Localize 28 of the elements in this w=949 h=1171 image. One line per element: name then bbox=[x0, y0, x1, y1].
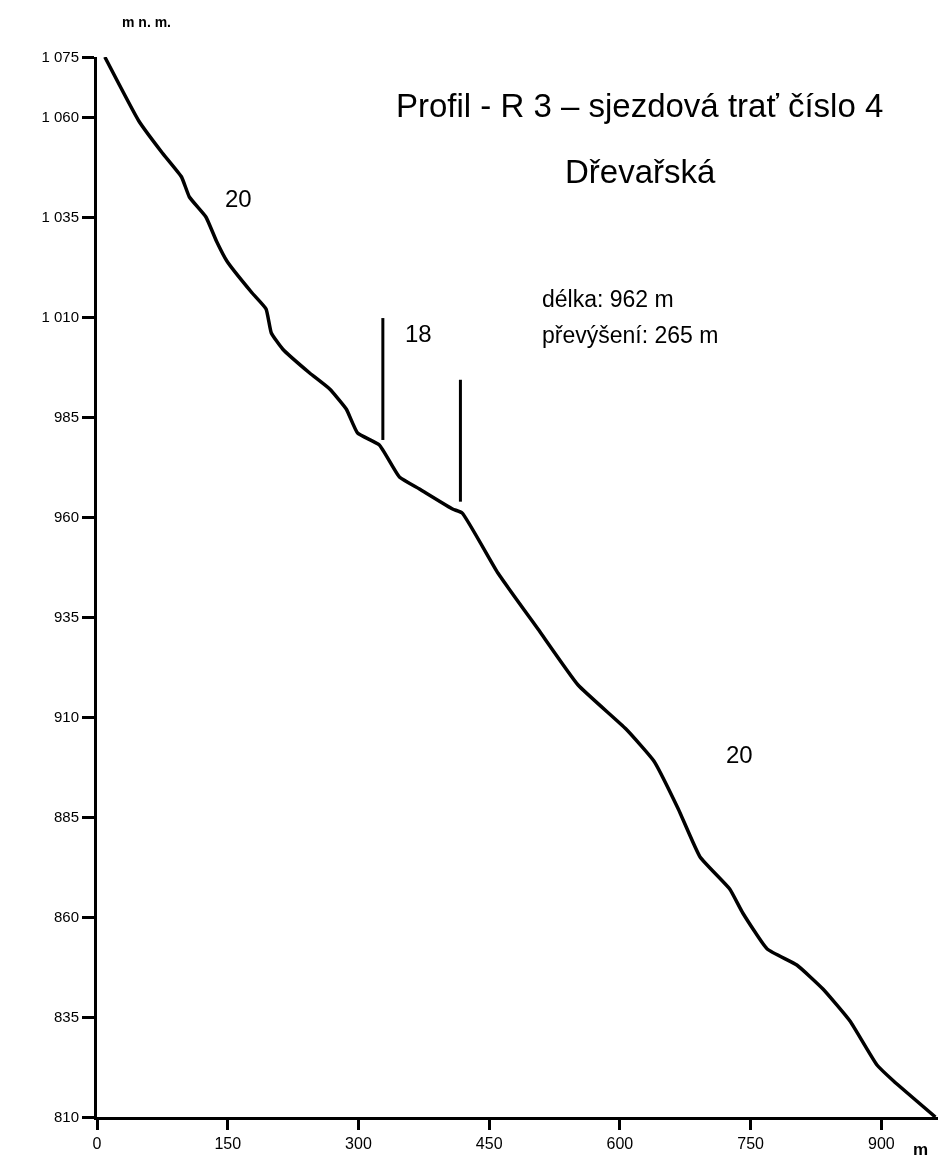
x-tick-label: 750 bbox=[737, 1135, 765, 1153]
y-tick-label: 835 bbox=[53, 1008, 79, 1026]
y-tick-label: 910 bbox=[53, 708, 79, 726]
x-tick-label: 300 bbox=[345, 1135, 372, 1153]
x-axis-title: m bbox=[913, 1140, 929, 1159]
y-tick-label: 1 060 bbox=[41, 108, 79, 126]
text: Dřevařská bbox=[565, 153, 717, 190]
x-tick-label: 600 bbox=[606, 1135, 634, 1153]
text: Profil - R 3 – sjezdová trať číslo 4 bbox=[395, 86, 884, 124]
x-tick-label: 150 bbox=[214, 1135, 242, 1153]
x-tick-label: 450 bbox=[475, 1135, 503, 1153]
y-tick-label: 985 bbox=[53, 408, 79, 426]
annotation: délka: 962 m bbox=[542, 286, 674, 312]
annotation: 20 bbox=[726, 741, 753, 768]
annotation: převýšení: 265 m bbox=[542, 322, 719, 348]
y-tick-label: 935 bbox=[53, 608, 79, 626]
y-tick-label: 1 010 bbox=[41, 308, 79, 326]
y-tick-label: 885 bbox=[53, 808, 79, 826]
x-tick-label: 0 bbox=[92, 1135, 102, 1153]
y-tick-label: 1 075 bbox=[41, 48, 79, 66]
annotation: 18 bbox=[405, 320, 432, 347]
annotation: 20 bbox=[225, 185, 252, 212]
y-tick-label: 1 035 bbox=[41, 208, 79, 226]
x-tick-label: 900 bbox=[868, 1135, 895, 1153]
y-axis-title: m n. m. bbox=[122, 14, 172, 30]
y-tick-label: 810 bbox=[53, 1108, 79, 1126]
y-tick-label: 860 bbox=[53, 908, 79, 926]
y-tick-label: 960 bbox=[53, 508, 79, 526]
